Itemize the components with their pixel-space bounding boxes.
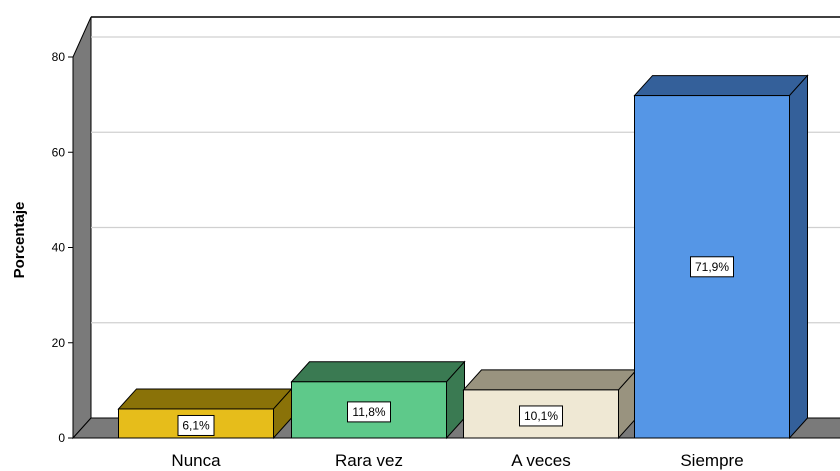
bar-siempre: 71,9% (633, 74, 809, 440)
bar-top-face (117, 388, 293, 410)
bar-top-face (462, 369, 638, 391)
data-label-box (690, 256, 734, 278)
bar-rara-vez: 11,8% (290, 360, 466, 440)
data-label-box (347, 401, 391, 423)
data-label-box (177, 414, 215, 436)
y-axis-ticks: 0 20 40 60 80 (52, 50, 73, 445)
x-tick-label: Nunca (171, 451, 221, 470)
bar-nunca: 6,1% (117, 387, 293, 440)
data-label: 11,8% (352, 405, 385, 419)
x-tick-label: Siempre (680, 451, 743, 470)
bars: 6,1% 11,8% 10,1% 71,9% (117, 74, 809, 440)
y-tick-label: 0 (58, 431, 65, 445)
x-tick-label: A veces (511, 451, 571, 470)
data-label: 71,9% (695, 260, 729, 274)
bar-a-veces: 10,1% (462, 368, 638, 440)
data-label-box (519, 405, 563, 427)
bar-side-face (789, 74, 808, 440)
x-axis-labels: Nunca Rara vez A veces Siempre (171, 451, 743, 470)
bar-top-face (633, 75, 809, 97)
data-label: 10,1% (524, 409, 558, 423)
y-tick-label: 80 (52, 50, 66, 64)
left-wall (72, 16, 92, 440)
y-tick-label: 60 (52, 145, 66, 159)
bar-top-face (290, 361, 466, 383)
bar-front-face (463, 389, 619, 439)
y-tick-label: 40 (52, 241, 66, 255)
data-label: 6,1% (182, 418, 210, 432)
x-tick-label: Rara vez (335, 451, 403, 470)
y-tick-label: 20 (52, 336, 66, 350)
y-axis-label: Porcentaje (11, 202, 28, 279)
